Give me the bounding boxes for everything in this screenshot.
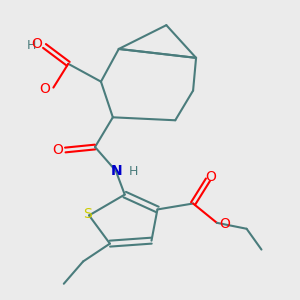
Text: H: H (129, 165, 138, 178)
Text: O: O (39, 82, 50, 96)
Text: N: N (111, 164, 122, 178)
Text: S: S (83, 207, 92, 221)
Text: O: O (206, 170, 216, 184)
Text: O: O (52, 143, 63, 157)
Text: O: O (32, 38, 43, 52)
Text: O: O (219, 217, 230, 231)
Text: H: H (26, 40, 36, 52)
